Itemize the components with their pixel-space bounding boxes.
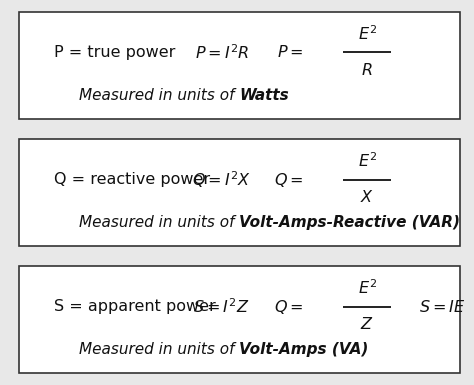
Text: $E^2$: $E^2$ [357,25,377,43]
Text: Volt-Amps-Reactive (VAR): Volt-Amps-Reactive (VAR) [239,215,460,230]
Text: $P = $: $P = $ [277,45,303,60]
Text: $S = IE$: $S = IE$ [419,299,465,315]
Text: $R$: $R$ [361,62,373,78]
Text: P = true power: P = true power [54,45,175,60]
Text: Measured in units of: Measured in units of [79,342,239,357]
Text: $Q = I^2X$: $Q = I^2X$ [192,169,251,190]
FancyBboxPatch shape [19,266,460,373]
Text: $Q = $: $Q = $ [274,171,303,189]
Text: Measured in units of: Measured in units of [79,88,239,103]
Text: $E^2$: $E^2$ [357,279,377,297]
Text: Watts: Watts [239,88,289,103]
Text: $E^2$: $E^2$ [357,152,377,170]
Text: $X$: $X$ [360,189,374,205]
Text: $Z$: $Z$ [360,316,374,332]
Text: Volt-Amps (VA): Volt-Amps (VA) [239,342,369,357]
FancyBboxPatch shape [19,12,460,119]
Text: S = apparent power: S = apparent power [54,299,216,314]
Text: $P = I^2R$: $P = I^2R$ [194,43,249,62]
Text: $Q = $: $Q = $ [274,298,303,316]
Text: $S = I^2Z$: $S = I^2Z$ [193,297,250,316]
FancyBboxPatch shape [19,139,460,246]
Text: Q = reactive power: Q = reactive power [54,172,210,187]
Text: Measured in units of: Measured in units of [79,215,239,230]
